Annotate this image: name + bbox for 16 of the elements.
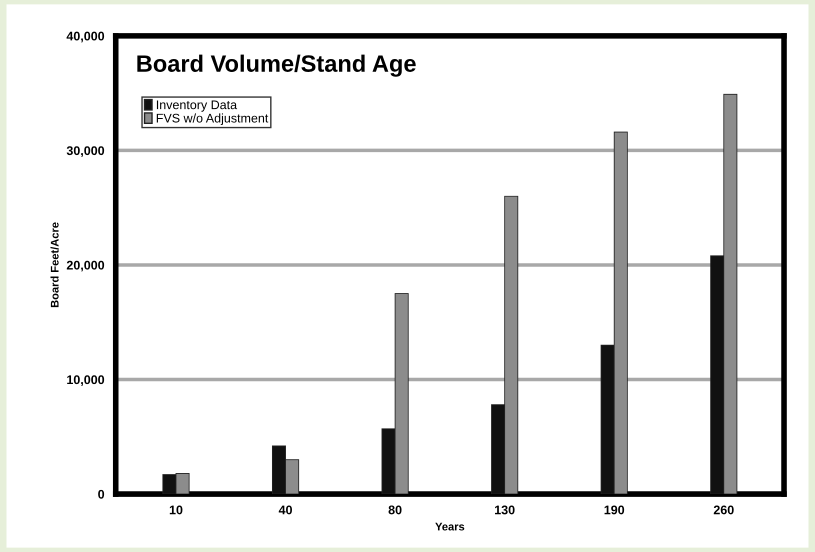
- y-tick-label: 20,000: [66, 260, 104, 272]
- y-axis-title: Board Feet/Acre: [50, 222, 59, 308]
- legend-label: FVS w/o Adjustment: [156, 113, 268, 126]
- x-tick-label: 130: [495, 505, 515, 514]
- y-tick-label: 30,000: [66, 146, 104, 157]
- x-tick-label: 40: [278, 505, 292, 514]
- y-tick-label: 0: [98, 490, 104, 499]
- x-tick-label: 190: [604, 505, 624, 514]
- x-tick-label: 80: [388, 505, 402, 514]
- x-tick-label: 10: [170, 505, 182, 514]
- text: Board Volume/Stand Age: [137, 54, 416, 77]
- y-tick-label: 10,000: [67, 375, 104, 386]
- x-axis-title: Years: [435, 522, 464, 531]
- legend-label: Inventory Data: [156, 100, 238, 112]
- y-tick-label: 40,000: [66, 32, 104, 42]
- x-tick-label: 260: [714, 505, 734, 514]
